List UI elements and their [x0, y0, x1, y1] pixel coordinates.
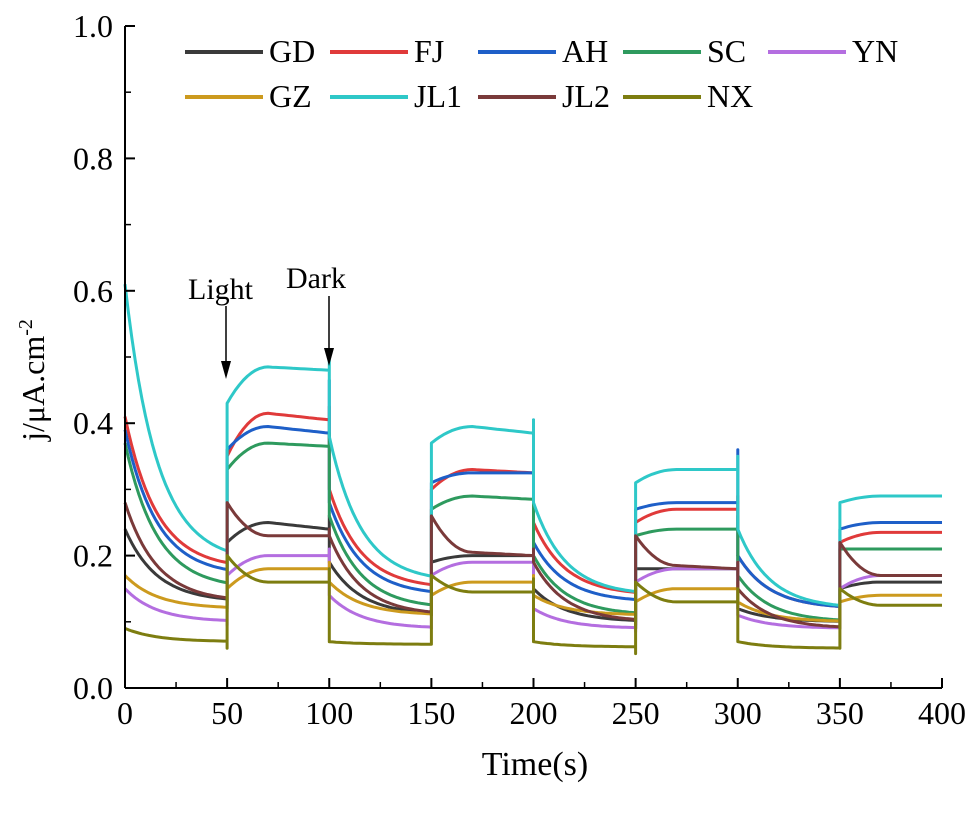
y-tick-label: 1.0 [73, 8, 113, 44]
legend-label: SC [707, 33, 746, 69]
legend-label: YN [852, 33, 898, 69]
legend-item-gz: GZ [185, 78, 312, 114]
y-tick-label: 0.8 [73, 140, 113, 176]
series-line-jl1 [123, 284, 942, 611]
legend-item-gd: GD [185, 33, 315, 69]
legend-item-jl1: JL1 [330, 78, 462, 114]
legend-item-ah: AH [478, 33, 608, 69]
annotation-light-arrowhead [221, 361, 231, 379]
legend-label: JL1 [414, 78, 462, 114]
legend-label: GD [269, 33, 315, 69]
legend-label: AH [562, 33, 608, 69]
annotations: Light Dark [188, 262, 346, 379]
y-ticks: 0.0 0.2 0.4 0.6 0.8 1.0 [73, 8, 135, 706]
annotation-dark-arrowhead [324, 348, 334, 366]
x-tick-label: 200 [510, 695, 558, 731]
x-tick-label: 350 [816, 695, 864, 731]
x-ticks: 0 50 100 150 200 250 300 350 400 [117, 678, 966, 731]
legend-item-jl2: JL2 [478, 78, 610, 114]
legend-label: FJ [414, 33, 444, 69]
legend-label: NX [707, 78, 753, 114]
x-tick-label: 400 [918, 695, 966, 731]
y-tick-label: 0.0 [73, 670, 113, 706]
y-axis-label-text: j/μA.cm [15, 336, 51, 442]
series-layer [123, 284, 942, 656]
x-tick-label: 100 [305, 695, 353, 731]
series-line-jl2 [123, 501, 942, 630]
x-tick-label: 250 [612, 695, 660, 731]
x-tick-label: 150 [407, 695, 455, 731]
legend-label: GZ [269, 78, 312, 114]
legend-item-yn: YN [768, 33, 898, 69]
annotation-dark: Dark [286, 262, 346, 295]
y-tick-label: 0.6 [73, 273, 113, 309]
annotation-light: Light [188, 273, 254, 306]
axes: 0 50 100 150 200 250 300 350 400 0.0 0.2 0.4 0.6 0.8… [73, 8, 966, 731]
series-line-gz [123, 560, 942, 624]
series-line-nx [124, 554, 942, 656]
x-tick-label: 0 [117, 695, 133, 731]
legend: GD FJ AH SC YN GZ JL1 JL2 NX [185, 33, 898, 114]
y-tick-label: 0.4 [73, 405, 113, 441]
x-tick-label: 50 [211, 695, 243, 731]
y-axis-label-superscript: -2 [15, 319, 37, 336]
legend-item-fj: FJ [330, 33, 444, 69]
legend-item-nx: NX [623, 78, 753, 114]
x-axis-label: Time(s) [482, 746, 588, 783]
x-tick-label: 300 [714, 695, 762, 731]
legend-item-sc: SC [623, 33, 746, 69]
y-tick-label: 0.2 [73, 538, 113, 574]
legend-label: JL2 [562, 78, 610, 114]
y-axis-label: j/μA.cm-2 [15, 319, 51, 442]
